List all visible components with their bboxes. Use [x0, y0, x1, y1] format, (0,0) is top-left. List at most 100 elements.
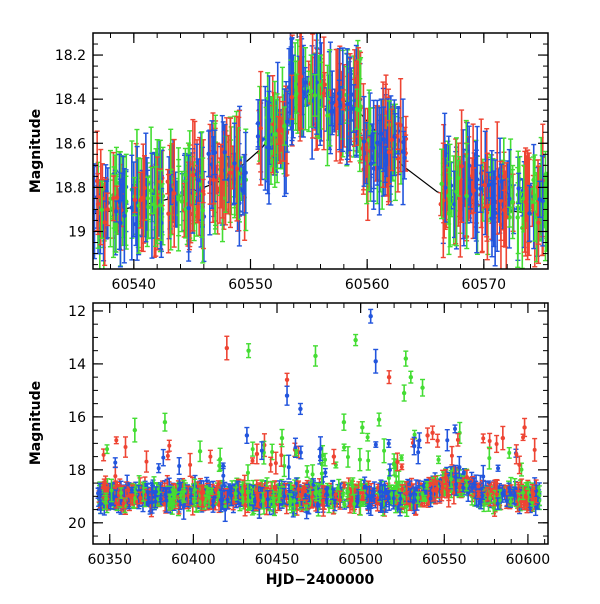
data-point [274, 461, 278, 465]
data-point [118, 221, 122, 225]
data-point [339, 103, 343, 107]
data-point [465, 194, 469, 198]
data-point [290, 95, 294, 99]
data-point [298, 83, 302, 87]
data-point [478, 187, 482, 191]
data-point [401, 150, 405, 154]
data-point [471, 188, 475, 192]
data-point [134, 222, 138, 226]
data-point [142, 186, 146, 190]
data-point [95, 179, 99, 183]
data-point [533, 196, 537, 200]
data-point [144, 460, 148, 464]
data-point [191, 173, 195, 177]
data-point [246, 471, 250, 475]
data-point [114, 209, 118, 213]
data-point [325, 113, 329, 117]
data-point [166, 454, 170, 458]
data-point [228, 171, 232, 175]
data-point [416, 450, 420, 454]
data-point [130, 205, 134, 209]
data-point [377, 165, 381, 169]
data-point [232, 161, 236, 165]
data-point [538, 197, 542, 201]
data-point [387, 150, 391, 154]
data-point [269, 463, 273, 467]
data-point [211, 178, 215, 182]
data-point [334, 103, 338, 107]
data-point [329, 109, 333, 113]
top-ylabel: Magnitude [28, 109, 44, 193]
data-point [413, 433, 417, 437]
data-point [133, 198, 137, 202]
data-point [213, 150, 217, 154]
top-x-tick-label: 60570 [462, 277, 507, 293]
data-point [294, 94, 298, 98]
data-point [362, 139, 366, 143]
data-point [251, 447, 255, 451]
data-point [358, 108, 362, 112]
bottom-data-layer [96, 309, 542, 521]
data-point [100, 208, 104, 212]
data-point [499, 179, 503, 183]
data-point [495, 442, 499, 446]
data-point [387, 476, 391, 480]
data-point [201, 208, 205, 212]
top-y-tick-label: 18.2 [55, 48, 86, 64]
top-y-tick-label: 18.6 [55, 136, 86, 152]
data-point [309, 89, 313, 93]
top-y-tick-label: 19 [68, 225, 86, 241]
data-point [543, 204, 547, 208]
data-point [172, 191, 176, 195]
data-point [256, 134, 260, 138]
data-point [166, 211, 170, 215]
data-point [265, 145, 269, 149]
data-point [273, 132, 277, 136]
data-point [439, 182, 443, 186]
data-point [105, 207, 109, 211]
data-point [527, 211, 531, 215]
top-x-tick-label: 60560 [345, 277, 390, 293]
data-point [188, 463, 192, 467]
data-point [138, 198, 142, 202]
top-x-tick-label: 60540 [112, 277, 157, 293]
data-point [259, 126, 263, 130]
top-x-tick-label: 60550 [228, 277, 273, 293]
data-point [220, 181, 224, 185]
data-point [111, 196, 115, 200]
data-point [186, 206, 190, 210]
top-y-tick-label: 18.8 [55, 180, 86, 196]
data-point [515, 215, 519, 219]
data-point [516, 186, 520, 190]
data-point [282, 124, 286, 128]
data-point [317, 95, 321, 99]
data-point [369, 162, 373, 166]
data-point [146, 196, 150, 200]
data-point [450, 454, 454, 458]
data-point [122, 214, 126, 218]
data-point [499, 199, 503, 203]
data-point [483, 183, 487, 187]
data-point [488, 439, 492, 443]
data-point [502, 208, 506, 212]
data-point [381, 137, 385, 141]
data-point [113, 474, 117, 478]
data-point [459, 164, 463, 168]
data-point [183, 173, 187, 177]
data-point [389, 138, 393, 142]
data-point [201, 189, 205, 193]
data-point [446, 194, 450, 198]
data-point [322, 91, 326, 95]
data-point [158, 203, 162, 207]
data-point [152, 202, 156, 206]
data-point [510, 200, 514, 204]
data-point [358, 458, 362, 462]
data-point [382, 449, 386, 453]
data-point [124, 445, 128, 449]
data-point [348, 102, 352, 106]
data-point [103, 220, 107, 224]
